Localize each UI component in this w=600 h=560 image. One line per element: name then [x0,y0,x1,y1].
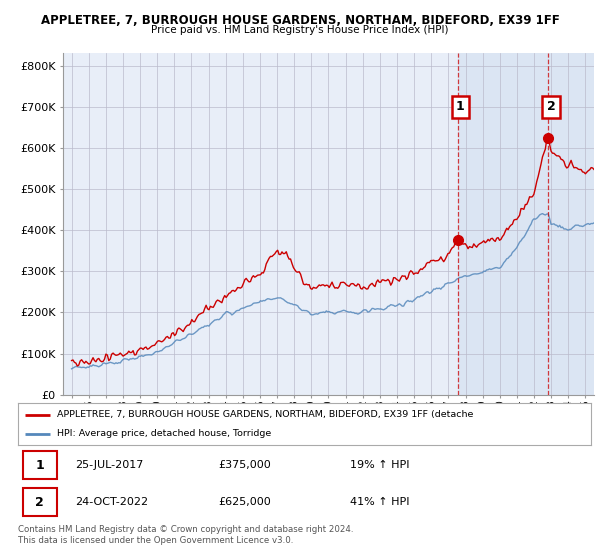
Text: APPLETREE, 7, BURROUGH HOUSE GARDENS, NORTHAM, BIDEFORD, EX39 1FF (detache: APPLETREE, 7, BURROUGH HOUSE GARDENS, NO… [57,410,473,419]
Text: HPI: Average price, detached house, Torridge: HPI: Average price, detached house, Torr… [57,430,271,438]
Text: £625,000: £625,000 [218,497,271,507]
FancyBboxPatch shape [23,451,57,479]
Bar [458,53,594,395]
Text: £375,000: £375,000 [218,460,271,470]
Text: 2: 2 [547,100,556,113]
FancyBboxPatch shape [23,488,57,516]
Text: Contains HM Land Registry data © Crown copyright and database right 2024.
This d: Contains HM Land Registry data © Crown c… [18,525,353,545]
Text: 24-OCT-2022: 24-OCT-2022 [76,497,148,507]
Text: 25-JUL-2017: 25-JUL-2017 [76,460,143,470]
Text: 1: 1 [456,100,465,113]
Text: APPLETREE, 7, BURROUGH HOUSE GARDENS, NORTHAM, BIDEFORD, EX39 1FF: APPLETREE, 7, BURROUGH HOUSE GARDENS, NO… [41,14,559,27]
Text: 2: 2 [35,496,44,509]
Text: 1: 1 [35,459,44,472]
Text: 41% ↑ HPI: 41% ↑ HPI [350,497,410,507]
Text: Price paid vs. HM Land Registry's House Price Index (HPI): Price paid vs. HM Land Registry's House … [151,25,449,35]
Text: 19% ↑ HPI: 19% ↑ HPI [350,460,410,470]
